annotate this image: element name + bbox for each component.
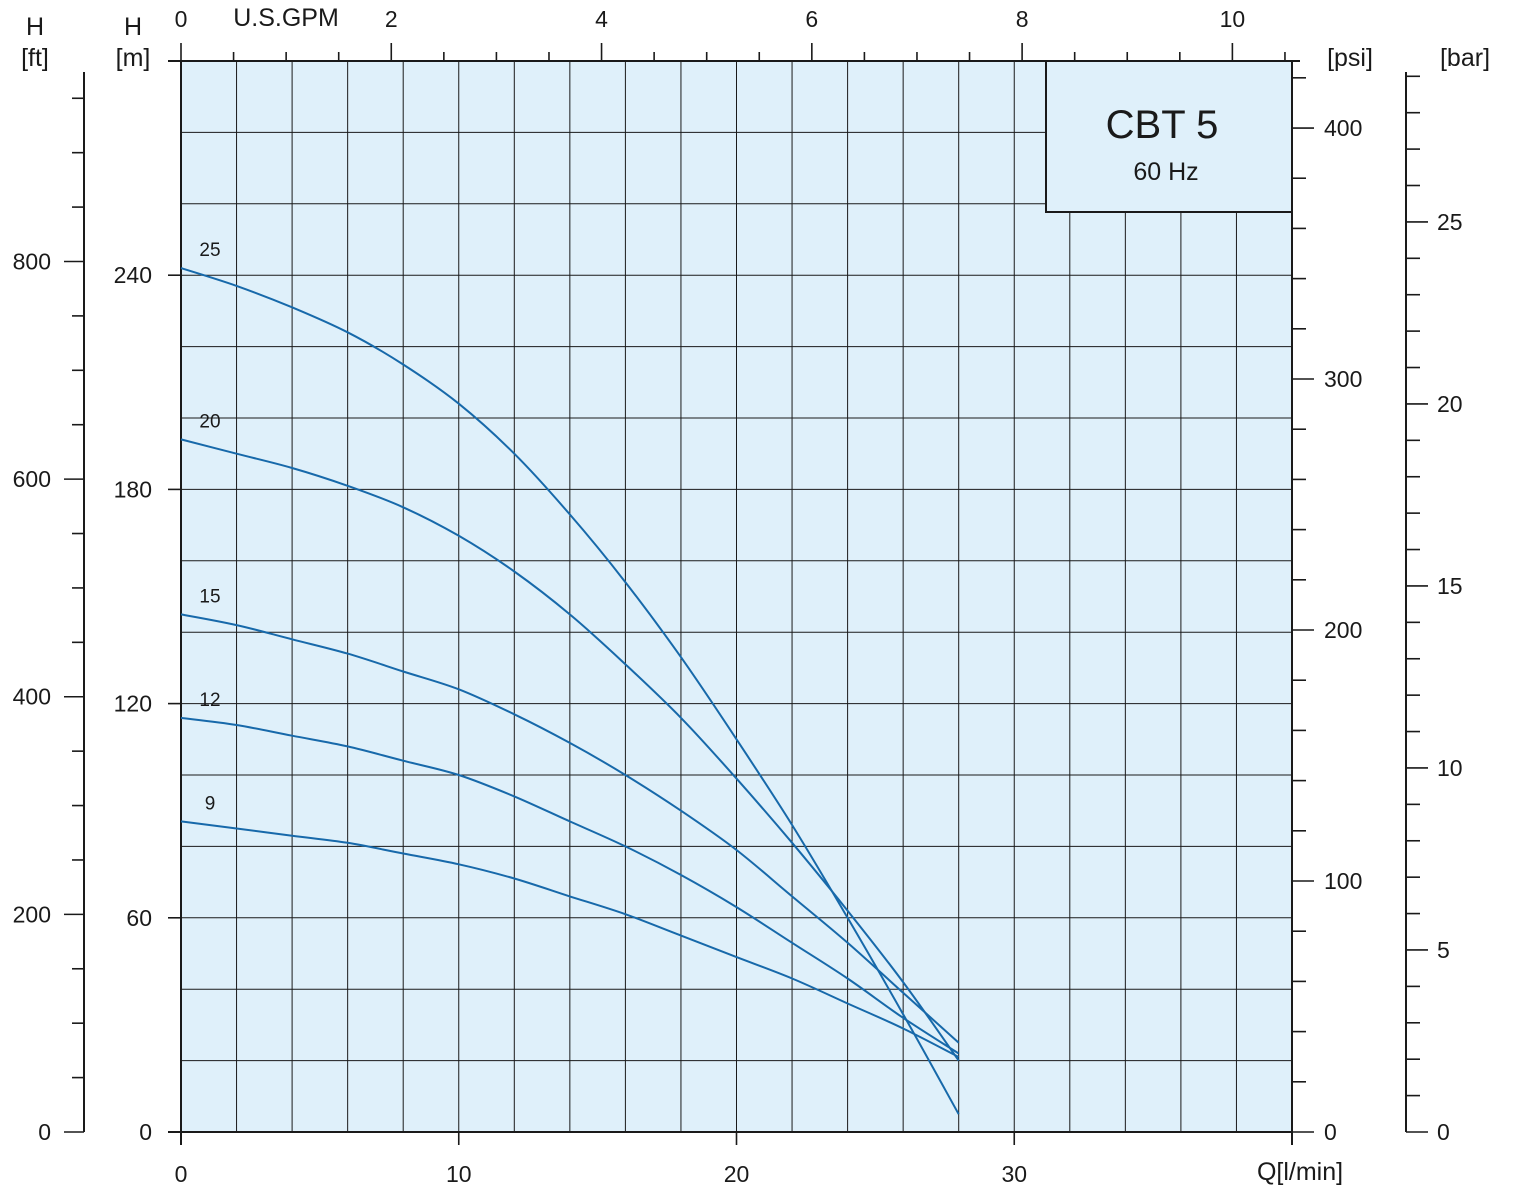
y-ft-unit: [ft] [21, 44, 49, 72]
y-ft-tick-label: 200 [13, 901, 51, 927]
x-tick-label: 30 [1001, 1161, 1027, 1187]
curve-labels: 25 20 15 12 9 [199, 240, 220, 814]
y-ft-tick-label: 0 [38, 1119, 51, 1145]
curve-stages-25 [180, 267, 960, 1115]
curve-stages-12 [180, 716, 960, 1055]
y-psi-title: [psi] [1327, 44, 1373, 72]
curves [180, 267, 960, 1115]
y-m-tick-label: 120 [114, 691, 152, 717]
chart-title: CBT 5 [1106, 103, 1219, 147]
curve-label-20: 20 [199, 411, 220, 432]
x-top-tick-label: 8 [1016, 6, 1029, 32]
y-psi-tick-label: 0 [1324, 1119, 1337, 1145]
curve-label-12: 12 [199, 690, 220, 711]
y-m-title: H [124, 13, 142, 41]
y-ft-tick-label: 800 [13, 248, 51, 274]
curve-stages-20 [180, 438, 960, 1062]
curve-label-9: 9 [205, 793, 216, 814]
x-tick-label: 10 [446, 1161, 472, 1187]
y-m-tick-label: 240 [114, 262, 152, 288]
y-bar-tick-label: 5 [1437, 937, 1450, 963]
x-top-tick-label: 4 [595, 6, 608, 32]
y-m-unit: [m] [116, 44, 151, 72]
y-ft-tick-label: 600 [13, 466, 51, 492]
x-tick-label: 20 [724, 1161, 750, 1187]
y-ft-title: H [26, 13, 44, 41]
curve-label-25: 25 [199, 240, 220, 261]
x-top-tick-label: 10 [1220, 6, 1246, 32]
x-top-title: U.S.GPM [233, 4, 339, 32]
y-m-tick-label: 60 [126, 905, 152, 931]
x-tick-label: 0 [175, 1161, 188, 1187]
y-psi-tick-label: 200 [1324, 617, 1362, 643]
curve-stages-15 [180, 613, 960, 1044]
y-bar-tick-label: 0 [1437, 1119, 1450, 1145]
y-bar-tick-label: 15 [1437, 573, 1463, 599]
x-title: Q[l/min] [1257, 1158, 1343, 1186]
y-bar-tick-label: 25 [1437, 209, 1463, 235]
curve-label-15: 15 [199, 586, 220, 607]
grid [180, 60, 1293, 1133]
x-top-tick-label: 0 [175, 6, 188, 32]
y-bar-tick-label: 20 [1437, 391, 1463, 417]
y-m-tick-label: 180 [114, 476, 152, 502]
y-psi-tick-label: 400 [1324, 115, 1362, 141]
y-ft-tick-label: 400 [13, 684, 51, 710]
y-m-tick-label: 0 [139, 1119, 152, 1145]
y-psi-tick-label: 100 [1324, 868, 1362, 894]
y-psi-tick-label: 300 [1324, 366, 1362, 392]
x-top-tick-label: 6 [805, 6, 818, 32]
title-box: CBT 5 60 Hz [1045, 60, 1293, 213]
curve-stages-9 [180, 820, 960, 1058]
y-bar-title: [bar] [1440, 44, 1490, 72]
chart-subtitle: 60 Hz [1133, 158, 1198, 186]
x-top-tick-label: 2 [385, 6, 398, 32]
y-bar-tick-label: 10 [1437, 755, 1463, 781]
